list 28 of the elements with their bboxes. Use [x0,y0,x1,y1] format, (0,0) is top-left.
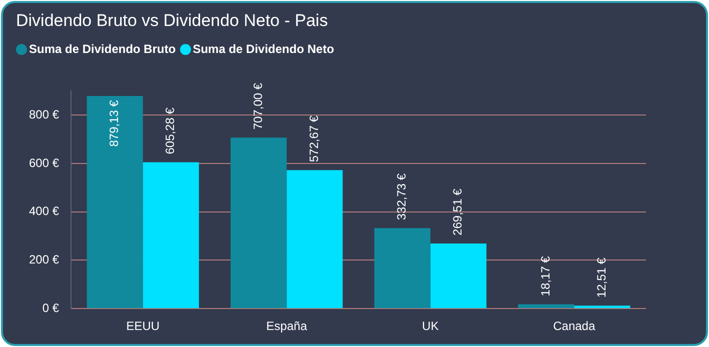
bar [286,170,343,308]
data-label: 269,51 € [450,188,465,236]
legend-label: Suma de Dividendo Neto [192,42,334,56]
x-tick-label: España [266,319,308,334]
bar [142,162,199,308]
legend-label: Suma de Dividendo Bruto [29,42,176,56]
data-label: 572,67 € [306,115,321,162]
data-label: 332,73 € [394,173,409,220]
x-tick-label: Canada [553,319,596,334]
y-tick-label: 200 € [29,252,60,267]
x-tick-label: EEUU [126,319,160,334]
bar [518,304,574,308]
bar [574,306,630,308]
data-label: 605,28 € [163,107,178,154]
bar [430,243,486,308]
x-tick-label: UK [422,319,439,334]
data-label: 879,13 € [107,100,122,147]
y-tick-label: 0 € [42,300,60,315]
data-label: 12,51 € [594,257,608,298]
bar [86,96,143,308]
bar [374,228,430,308]
chart-title: Dividendo Bruto vs Dividendo Neto - Pais [16,11,328,31]
data-label: 18,17 € [538,256,552,296]
bar [230,138,287,308]
y-tick-label: 600 € [29,156,60,170]
y-tick-label: 400 € [29,204,60,218]
y-tick-label: 800 € [29,107,60,122]
data-label: 707,00 € [250,82,265,130]
